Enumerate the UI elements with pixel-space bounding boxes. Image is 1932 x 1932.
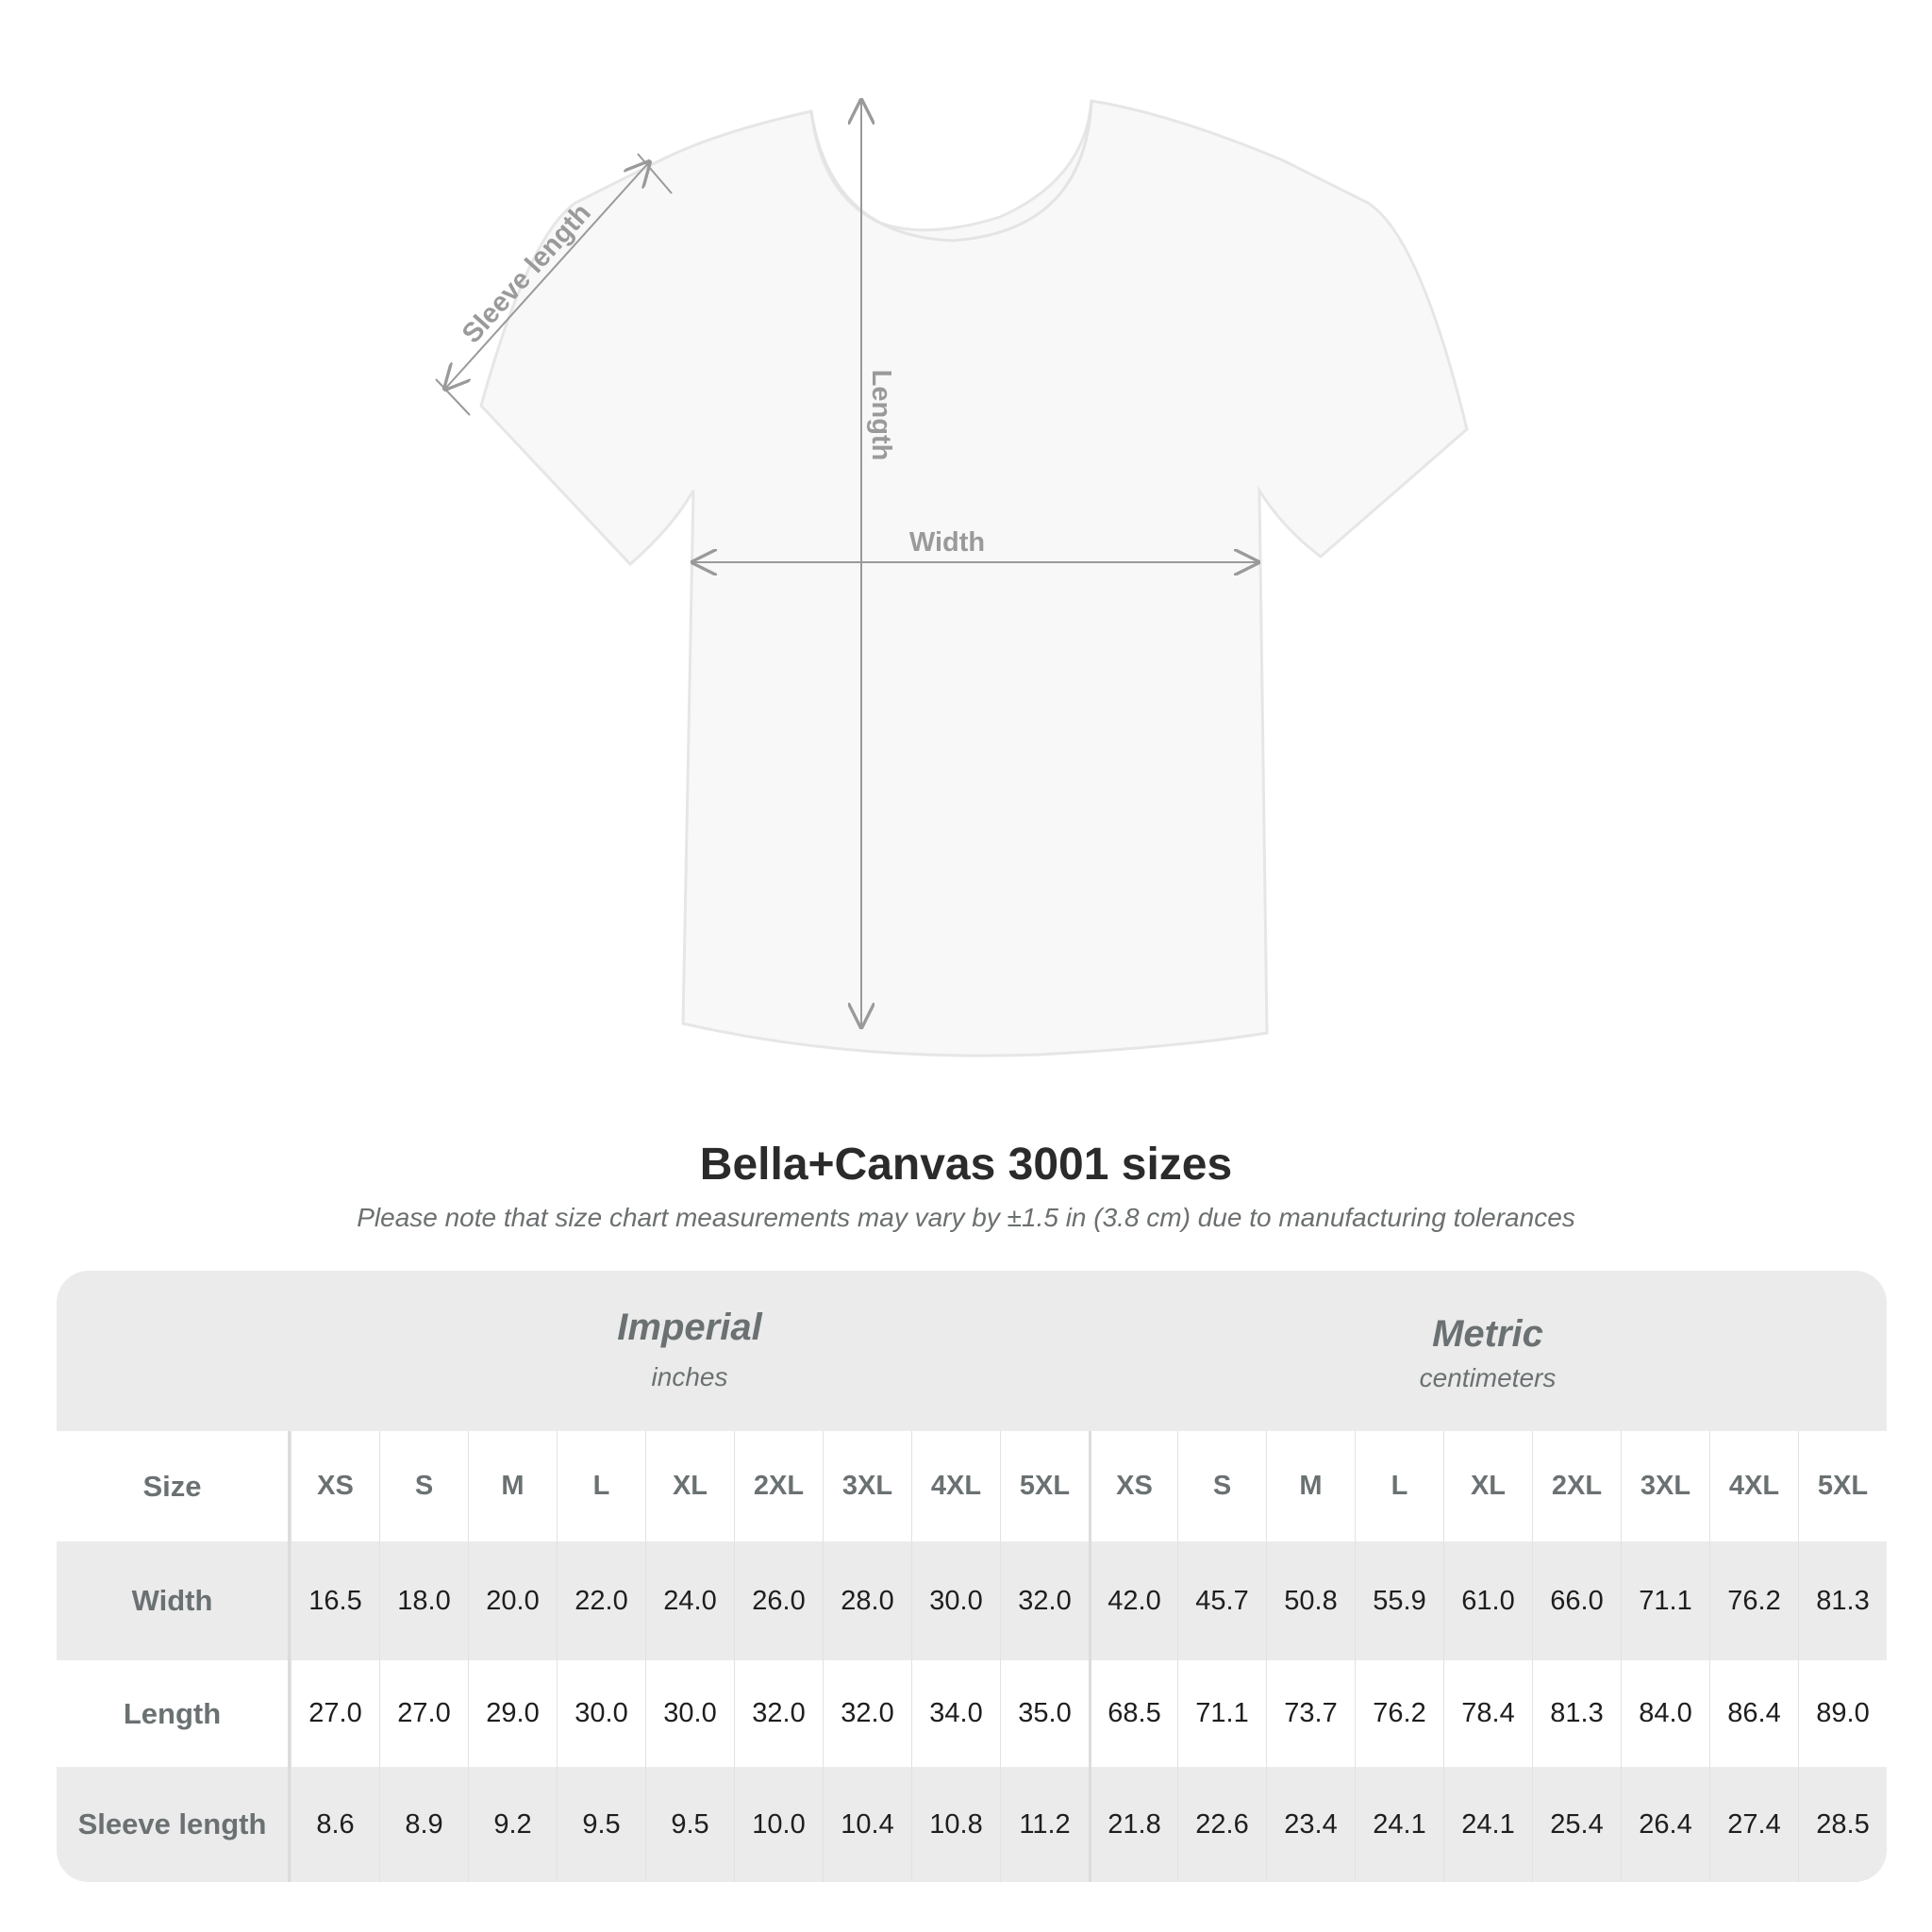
metric-value-cell: 24.1	[1443, 1767, 1532, 1882]
imperial-value-cell: 30.0	[911, 1541, 1000, 1660]
imperial-value-cell: 28.0	[823, 1541, 911, 1660]
imperial-value-cell: 18.0	[379, 1541, 468, 1660]
imperial-size-header: 2XL	[734, 1431, 823, 1541]
imperial-size-header: XS	[291, 1431, 379, 1541]
size-header-row: Size XS S M L XL 2XL 3XL 4XL 5XL XS S M L XL 2XL 3XL 4XL 5…	[57, 1431, 1887, 1541]
metric-value-cell: 42.0	[1089, 1541, 1177, 1660]
table-row: Length 27.0 27.0 29.0 30.0 30.0 32.0 32.0 34.0 35…	[57, 1660, 1887, 1767]
imperial-size-header: M	[468, 1431, 557, 1541]
metric-size-header: M	[1266, 1431, 1355, 1541]
metric-value-cell: 89.0	[1798, 1660, 1887, 1767]
imperial-size-header: 4XL	[911, 1431, 1000, 1541]
imperial-header: Imperial inches	[291, 1271, 1089, 1431]
metric-value-cell: 68.5	[1089, 1660, 1177, 1767]
tshirt-diagram: Sleeve length Length Width	[435, 0, 1469, 1058]
sleeve-arrow-cap	[637, 153, 673, 194]
size-table: Imperial inches Metric centimeters Size X…	[57, 1271, 1887, 1882]
metric-value-cell: 24.1	[1355, 1767, 1443, 1882]
imperial-value-cell: 16.5	[291, 1541, 379, 1660]
imperial-value-cell: 10.0	[734, 1767, 823, 1882]
metric-size-header: 4XL	[1709, 1431, 1798, 1541]
metric-value-cell: 25.4	[1532, 1767, 1621, 1882]
page-title: Bella+Canvas 3001 sizes	[699, 1140, 1233, 1190]
metric-value-cell: 66.0	[1532, 1541, 1621, 1660]
metric-value-cell: 71.1	[1621, 1541, 1709, 1660]
metric-value-cell: 26.4	[1621, 1767, 1709, 1882]
imperial-value-cell: 10.4	[823, 1767, 911, 1882]
metric-value-cell: 22.6	[1177, 1767, 1266, 1882]
imperial-value-cell: 29.0	[468, 1660, 557, 1767]
metric-value-cell: 73.7	[1266, 1660, 1355, 1767]
imperial-value-cell: 27.0	[291, 1660, 379, 1767]
table-row: Width 16.5 18.0 20.0 22.0 24.0 26.0 28.0 30.0 32.…	[57, 1541, 1887, 1660]
metric-value-cell: 28.5	[1798, 1767, 1887, 1882]
table-row: Sleeve length 8.6 8.9 9.2 9.5 9.5 10.0 10.4 10.8…	[57, 1767, 1887, 1882]
metric-value-cell: 50.8	[1266, 1541, 1355, 1660]
metric-value-cell: 78.4	[1443, 1660, 1532, 1767]
tolerance-note: Please note that size chart measurements…	[357, 1203, 1575, 1232]
row-label: Size	[57, 1431, 291, 1541]
metric-value-cell: 71.1	[1177, 1660, 1266, 1767]
imperial-value-cell: 22.0	[557, 1541, 645, 1660]
imperial-value-cell: 20.0	[468, 1541, 557, 1660]
row-label: Sleeve length	[57, 1767, 291, 1882]
imperial-value-cell: 8.9	[379, 1767, 468, 1882]
imperial-value-cell: 35.0	[1000, 1660, 1089, 1767]
metric-size-header: XL	[1443, 1431, 1532, 1541]
metric-size-header: 3XL	[1621, 1431, 1709, 1541]
imperial-value-cell: 9.5	[557, 1767, 645, 1882]
metric-value-cell: 81.3	[1798, 1541, 1887, 1660]
tshirt-shape	[479, 99, 1469, 1058]
imperial-value-cell: 32.0	[1000, 1541, 1089, 1660]
row-label: Width	[57, 1541, 291, 1660]
metric-size-header: 5XL	[1798, 1431, 1887, 1541]
imperial-value-cell: 24.0	[645, 1541, 734, 1660]
imperial-value-cell: 9.2	[468, 1767, 557, 1882]
sleeve-arrow	[445, 162, 649, 389]
metric-unit: centimeters	[1419, 1363, 1557, 1392]
imperial-size-header: 3XL	[823, 1431, 911, 1541]
metric-value-cell: 23.4	[1266, 1767, 1355, 1882]
imperial-size-header: L	[557, 1431, 645, 1541]
imperial-value-cell: 11.2	[1000, 1767, 1089, 1882]
metric-size-header: 2XL	[1532, 1431, 1621, 1541]
metric-value-cell: 84.0	[1621, 1660, 1709, 1767]
metric-value-cell: 81.3	[1532, 1660, 1621, 1767]
imperial-value-cell: 32.0	[823, 1660, 911, 1767]
sleeve-arrow-cap	[435, 378, 471, 416]
imperial-value-cell: 10.8	[911, 1767, 1000, 1882]
imperial-size-header: XL	[645, 1431, 734, 1541]
metric-header: Metric centimeters	[1089, 1271, 1887, 1431]
metric-value-cell: 45.7	[1177, 1541, 1266, 1660]
imperial-heading: Imperial	[617, 1307, 762, 1348]
imperial-value-cell: 30.0	[645, 1660, 734, 1767]
width-label: Width	[909, 527, 985, 558]
imperial-size-header: S	[379, 1431, 468, 1541]
metric-value-cell: 86.4	[1709, 1660, 1798, 1767]
row-label: Length	[57, 1660, 291, 1767]
metric-value-cell: 61.0	[1443, 1541, 1532, 1660]
imperial-value-cell: 34.0	[911, 1660, 1000, 1767]
metric-size-header: S	[1177, 1431, 1266, 1541]
imperial-value-cell: 9.5	[645, 1767, 734, 1882]
imperial-value-cell: 8.6	[291, 1767, 379, 1882]
metric-value-cell: 76.2	[1709, 1541, 1798, 1660]
metric-value-cell: 55.9	[1355, 1541, 1443, 1660]
metric-value-cell: 27.4	[1709, 1767, 1798, 1882]
imperial-unit: inches	[651, 1362, 728, 1391]
metric-size-header: L	[1355, 1431, 1443, 1541]
metric-value-cell: 76.2	[1355, 1660, 1443, 1767]
metric-size-header: XS	[1089, 1431, 1177, 1541]
imperial-size-header: 5XL	[1000, 1431, 1089, 1541]
imperial-value-cell: 32.0	[734, 1660, 823, 1767]
neckline	[809, 100, 1093, 242]
imperial-value-cell: 26.0	[734, 1541, 823, 1660]
imperial-value-cell: 30.0	[557, 1660, 645, 1767]
length-label: Length	[866, 370, 896, 461]
imperial-value-cell: 27.0	[379, 1660, 468, 1767]
metric-heading: Metric	[1432, 1313, 1543, 1355]
metric-value-cell: 21.8	[1089, 1767, 1177, 1882]
